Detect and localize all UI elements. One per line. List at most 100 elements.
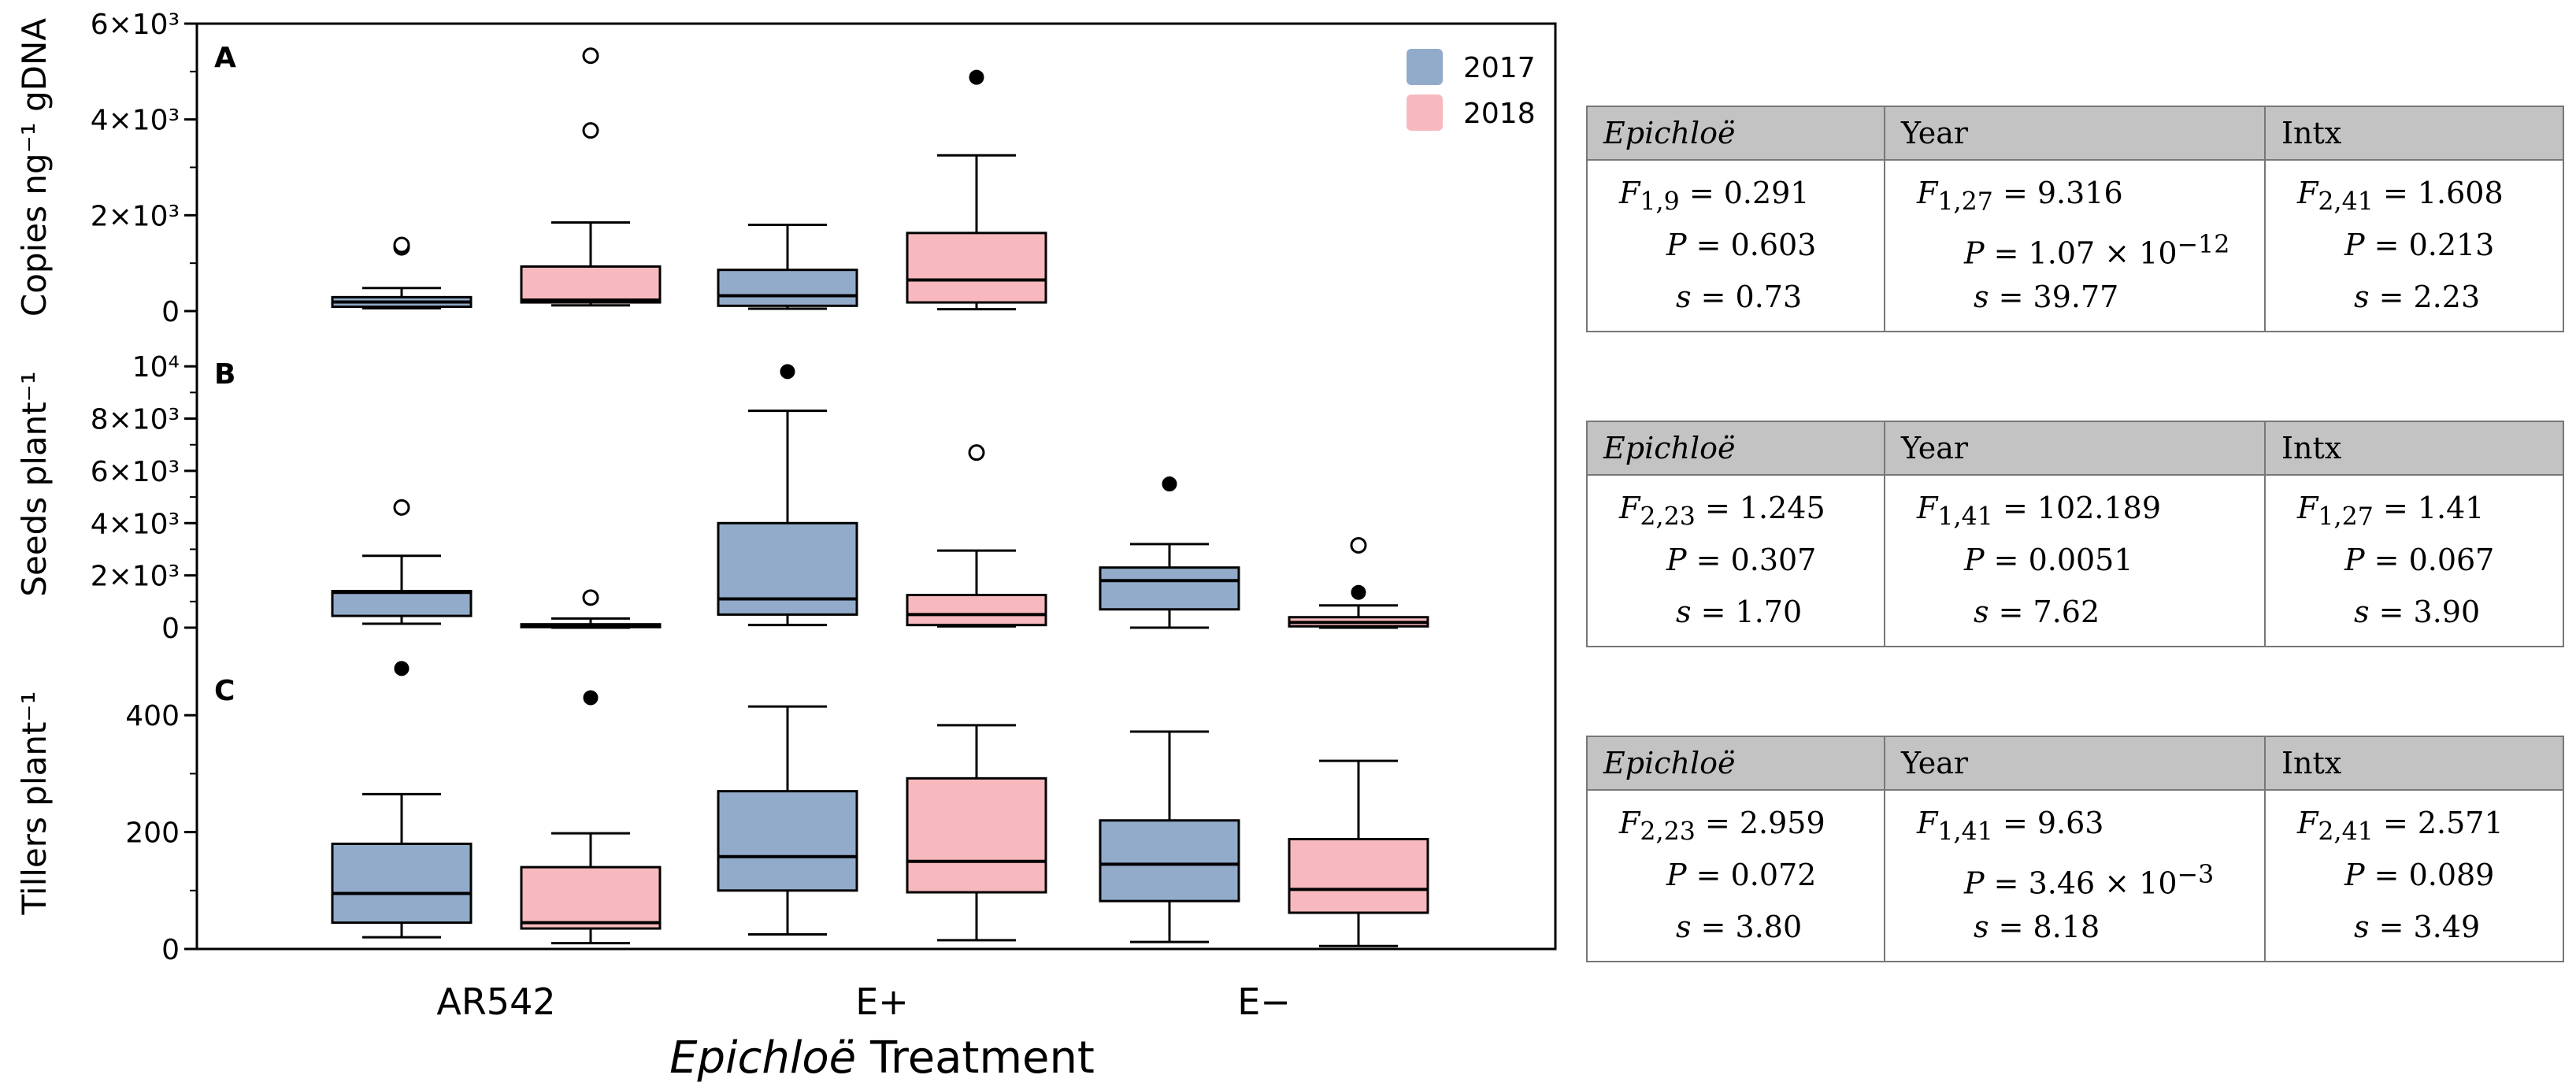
boxplot-figure: 0 2×10³ 4×10³ 6×10³ A Copies ng⁻¹ gDNA 0 2×10³ 4… — [15, 9, 1557, 1084]
outlier-point — [1351, 584, 1366, 600]
p-value: P = 0.072 — [1666, 858, 1817, 892]
legend-label-2018: 2018 — [1463, 98, 1536, 130]
cell-epichloe: F1,9 = 0.291 P = 0.603 s = 0.73 — [1586, 160, 1885, 332]
y-tick-label: 6×10³ — [91, 456, 180, 488]
s-value: s = 3.90 — [2354, 595, 2481, 629]
panel-letter: A — [214, 42, 236, 74]
cell-year: F1,41 = 102.189 P = 0.0051 s = 7.62 — [1884, 475, 2266, 647]
s-value: s = 3.49 — [2354, 910, 2481, 944]
box-ar542-2018 — [520, 589, 662, 629]
panel-b: 0 2×10³ 4×10³ 6×10³ 8×10³ 10⁴ B Seeds plant⁻¹ — [15, 351, 1429, 645]
header-epichloe: Epichloë — [1586, 106, 1885, 161]
outlier-point — [969, 69, 984, 85]
box-eminus-2018 — [1288, 759, 1429, 947]
f-stat: F1,27 = 1.41 — [2297, 491, 2485, 532]
box-eminus-2018 — [1288, 536, 1429, 629]
x-tick-label: E+ — [855, 980, 909, 1023]
s-value: s = 8.18 — [1974, 910, 2100, 944]
x-axis-label-italic: Epichloë — [669, 1032, 856, 1084]
box-iqr — [520, 865, 662, 930]
panel-letter: B — [214, 358, 235, 391]
header-epichloe: Epichloë — [1586, 736, 1885, 791]
box-iqr — [331, 590, 473, 617]
cell-year: F1,41 = 9.63 P = 3.46 × 10−3 s = 8.18 — [1884, 790, 2266, 962]
stats-table-seeds: Epichloë Year Intx F2,23 = 1.245 P = 0.3… — [1586, 421, 2564, 647]
stats-table-tillers: Epichloë Year Intx F2,23 = 2.959 P = 0.0… — [1586, 736, 2564, 962]
box-iqr — [717, 521, 858, 616]
outlier-point — [582, 47, 599, 65]
s-value: s = 39.77 — [1974, 280, 2119, 314]
p-value: P = 1.07 × 10−12 — [1964, 231, 2230, 271]
cell-year: F1,27 = 9.316 P = 1.07 × 10−12 s = 39.77 — [1884, 160, 2266, 332]
x-tick-label: AR542 — [436, 980, 555, 1023]
f-stat: F1,41 = 102.189 — [1917, 491, 2162, 532]
p-value: P = 0.0051 — [1964, 543, 2133, 577]
x-axis-label: Epichloë Treatment — [669, 1032, 1095, 1084]
f-stat: F1,41 = 9.63 — [1917, 806, 2104, 847]
outlier-point — [393, 499, 410, 516]
box-eplus-2018 — [906, 69, 1047, 311]
p-value: P = 0.089 — [2344, 858, 2495, 892]
y-tick-label: 400 — [125, 700, 180, 732]
f-stat: F2,23 = 1.245 — [1619, 491, 1825, 532]
s-value: s = 2.23 — [2354, 280, 2481, 314]
p-value: P = 3.46 × 10−3 — [1964, 861, 2215, 901]
cell-intx: F1,27 = 1.41 P = 0.067 s = 3.90 — [2264, 475, 2564, 647]
cell-intx: F2,41 = 2.571 P = 0.089 s = 3.49 — [2264, 790, 2564, 962]
box-iqr — [520, 265, 662, 304]
box-iqr — [717, 790, 858, 892]
f-stat: F2,41 = 2.571 — [2297, 806, 2504, 847]
box-iqr — [906, 777, 1047, 894]
y-tick-label: 0 — [161, 613, 180, 645]
y-tick-label: 0 — [161, 296, 180, 328]
cell-intx: F2,41 = 1.608 P = 0.213 s = 2.23 — [2264, 160, 2564, 332]
header-year: Year — [1884, 106, 2266, 161]
s-value: s = 7.62 — [1974, 595, 2100, 629]
y-axis-label: Seeds plant⁻¹ — [15, 371, 54, 596]
box-ar542-2018 — [520, 47, 662, 307]
box-iqr — [906, 594, 1047, 627]
stats-table-copies: Epichloë Year Intx F1,9 = 0.291 P = 0.60… — [1586, 106, 2564, 332]
outlier-point — [1350, 536, 1367, 554]
x-tick-label: E− — [1237, 980, 1291, 1023]
outlier-point — [582, 589, 599, 606]
outlier-point — [394, 661, 410, 676]
box-ar542-2017 — [331, 661, 473, 939]
header-intx: Intx — [2264, 736, 2564, 791]
y-tick-label: 8×10³ — [91, 404, 180, 436]
header-year: Year — [1884, 421, 2266, 476]
box-eplus-2018 — [906, 444, 1047, 628]
box-eminus-2017 — [1099, 476, 1240, 629]
p-value: P = 0.307 — [1666, 543, 1817, 577]
box-iqr — [1099, 819, 1240, 903]
x-axis-label-rest: Treatment — [856, 1032, 1095, 1084]
y-axis-label: Tillers plant⁻¹ — [15, 691, 54, 916]
y-tick-label: 2×10³ — [91, 200, 180, 232]
box-iqr — [331, 842, 473, 925]
header-epichloe: Epichloë — [1586, 421, 1885, 476]
box-ar542-2017 — [331, 499, 473, 625]
y-tick-label: 4×10³ — [91, 105, 180, 137]
box-eplus-2017 — [717, 705, 858, 936]
box-iqr — [906, 232, 1047, 304]
f-stat: F2,41 = 1.608 — [2297, 176, 2504, 217]
p-value: P = 0.067 — [2344, 543, 2495, 577]
s-value: s = 3.80 — [1676, 910, 1803, 944]
panel-a: 0 2×10³ 4×10³ 6×10³ A Copies ng⁻¹ gDNA — [15, 9, 1047, 328]
box-eplus-2018 — [906, 724, 1047, 942]
legend-swatch-2017 — [1407, 49, 1443, 85]
panel-letter: C — [214, 675, 235, 707]
f-stat: F1,9 = 0.291 — [1619, 176, 1810, 217]
y-axis-label: Copies ng⁻¹ gDNA — [15, 18, 54, 317]
s-value: s = 1.70 — [1676, 595, 1803, 629]
cell-epichloe: F2,23 = 1.245 P = 0.307 s = 1.70 — [1586, 475, 1885, 647]
header-year: Year — [1884, 736, 2266, 791]
outlier-point — [968, 444, 985, 461]
y-tick-label: 6×10³ — [91, 9, 180, 41]
p-value: P = 0.603 — [1666, 228, 1817, 262]
header-intx: Intx — [2264, 421, 2564, 476]
y-tick-label: 0 — [161, 934, 180, 966]
legend-label-2017: 2017 — [1463, 52, 1536, 84]
outlier-point — [583, 690, 599, 706]
outlier-point — [582, 122, 599, 139]
